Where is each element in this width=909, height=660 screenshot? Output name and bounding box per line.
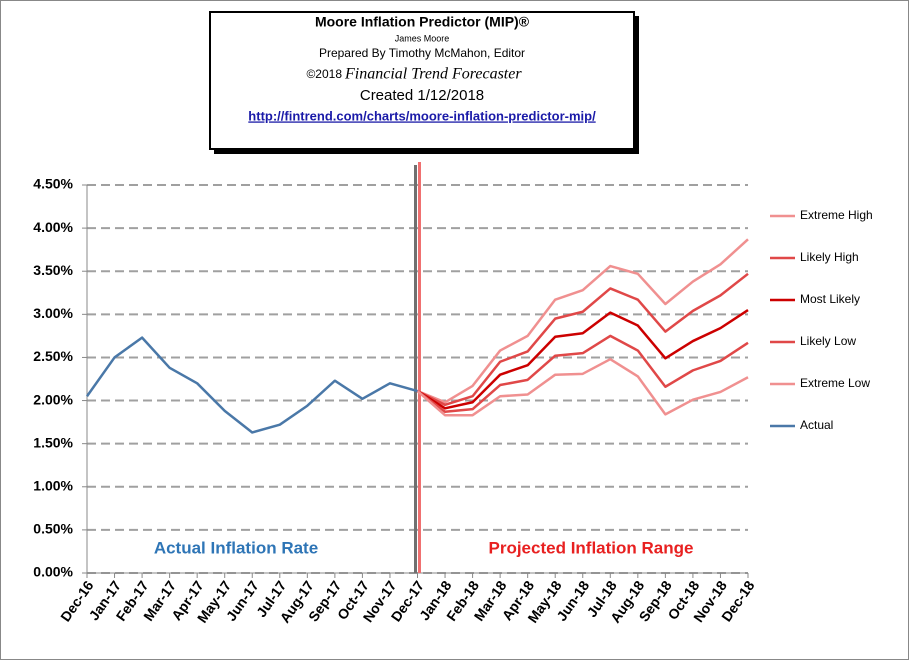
url-link[interactable]: http://fintrend.com/charts/moore-inflati… (248, 108, 596, 123)
legend-label: Actual (800, 418, 833, 432)
y-tick-label: 3.00% (33, 305, 73, 321)
y-tick-label: 1.00% (33, 477, 73, 493)
y-tick-label: 2.50% (33, 348, 73, 364)
y-tick-label: 4.50% (33, 176, 73, 192)
annotation: Actual Inflation Rate (154, 538, 318, 557)
line-series (85, 336, 418, 434)
line-series (417, 238, 749, 404)
legend-label: Extreme Low (800, 376, 870, 390)
line-series (416, 357, 749, 417)
line-series (416, 272, 749, 407)
line-series (416, 308, 749, 410)
y-tick-label: 3.50% (33, 262, 73, 278)
chart-title: Moore Inflation Predictor (MIP)® (315, 14, 530, 30)
legend-label: Likely High (800, 250, 859, 264)
copyright: ©2018 (306, 67, 342, 81)
y-tick-label: 4.00% (33, 219, 73, 235)
legend-label: Likely Low (800, 334, 856, 348)
y-tick-label: 2.00% (33, 391, 73, 407)
y-tick-label: 0.50% (33, 521, 73, 537)
line-series (416, 334, 749, 414)
prepared-by: Prepared By Timothy McMahon, Editor (319, 46, 525, 60)
author: James Moore (395, 33, 450, 43)
legend-label: Most Likely (800, 292, 860, 306)
header-box (209, 11, 635, 150)
y-tick-label: 1.50% (33, 434, 73, 450)
publication: Financial Trend Forecaster (344, 66, 522, 83)
y-tick-label: 0.00% (33, 564, 73, 580)
created: Created 1/12/2018 (360, 87, 484, 104)
legend-label: Extreme High (800, 208, 873, 222)
annotation: Projected Inflation Range (489, 538, 694, 557)
